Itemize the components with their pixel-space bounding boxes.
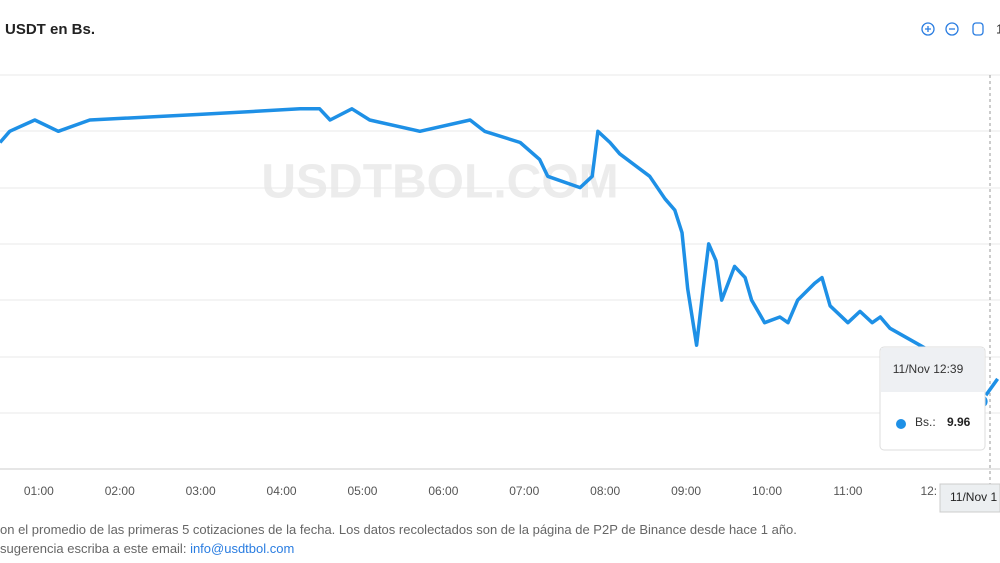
x-tick-label: 03:00 <box>186 484 216 498</box>
zoom-out[interactable] <box>945 22 959 36</box>
tooltip-time: 11/Nov 12:39 <box>893 362 964 376</box>
x-tick-label: 08:00 <box>590 484 620 498</box>
x-tick-label: 07:00 <box>509 484 539 498</box>
pan[interactable] <box>972 22 984 36</box>
grid <box>0 74 1000 470</box>
watermark: USDTBOL.COM <box>261 156 618 209</box>
x-tick-label: 12: <box>920 484 937 498</box>
toolbar <box>921 22 984 36</box>
crosshair-box <box>939 483 1000 513</box>
x-tick-label: 11:00 <box>833 484 862 498</box>
x-tick-label: 01:00 <box>24 484 54 498</box>
tooltip-value: 9.96 <box>947 415 971 429</box>
x-tick-label: 05:00 <box>347 484 377 498</box>
x-tick-label: 04:00 <box>267 484 297 498</box>
x-tick-label: 06:00 <box>428 484 458 498</box>
line <box>0 107 1000 404</box>
chart-title: USDT en Bs. <box>5 21 95 38</box>
crosshair-label: 11/Nov 1 <box>950 490 997 504</box>
footer-line: sugerencia escriba a este email: info@us… <box>0 541 294 556</box>
tooltip: 11/Nov 12:39 Bs.: 9.96 <box>879 346 986 451</box>
chart: USDT en Bs. USDTBOL.COM 1 11/Nov 12:39 B… <box>0 21 1000 513</box>
zoom-in[interactable] <box>921 22 935 36</box>
tooltip-label: Bs.: <box>915 415 936 429</box>
footer-line: on el promedio de las primeras 5 cotizac… <box>0 522 797 537</box>
email-link[interactable]: info@usdtbol.com <box>190 541 295 556</box>
footer-text: sugerencia escriba a este email: <box>0 541 187 556</box>
x-tick-label: 09:00 <box>671 484 701 498</box>
toolbar-text: 1 <box>996 21 1000 36</box>
x-tick-label: 02:00 <box>105 484 135 498</box>
x-tick-label: 10:00 <box>752 484 782 498</box>
